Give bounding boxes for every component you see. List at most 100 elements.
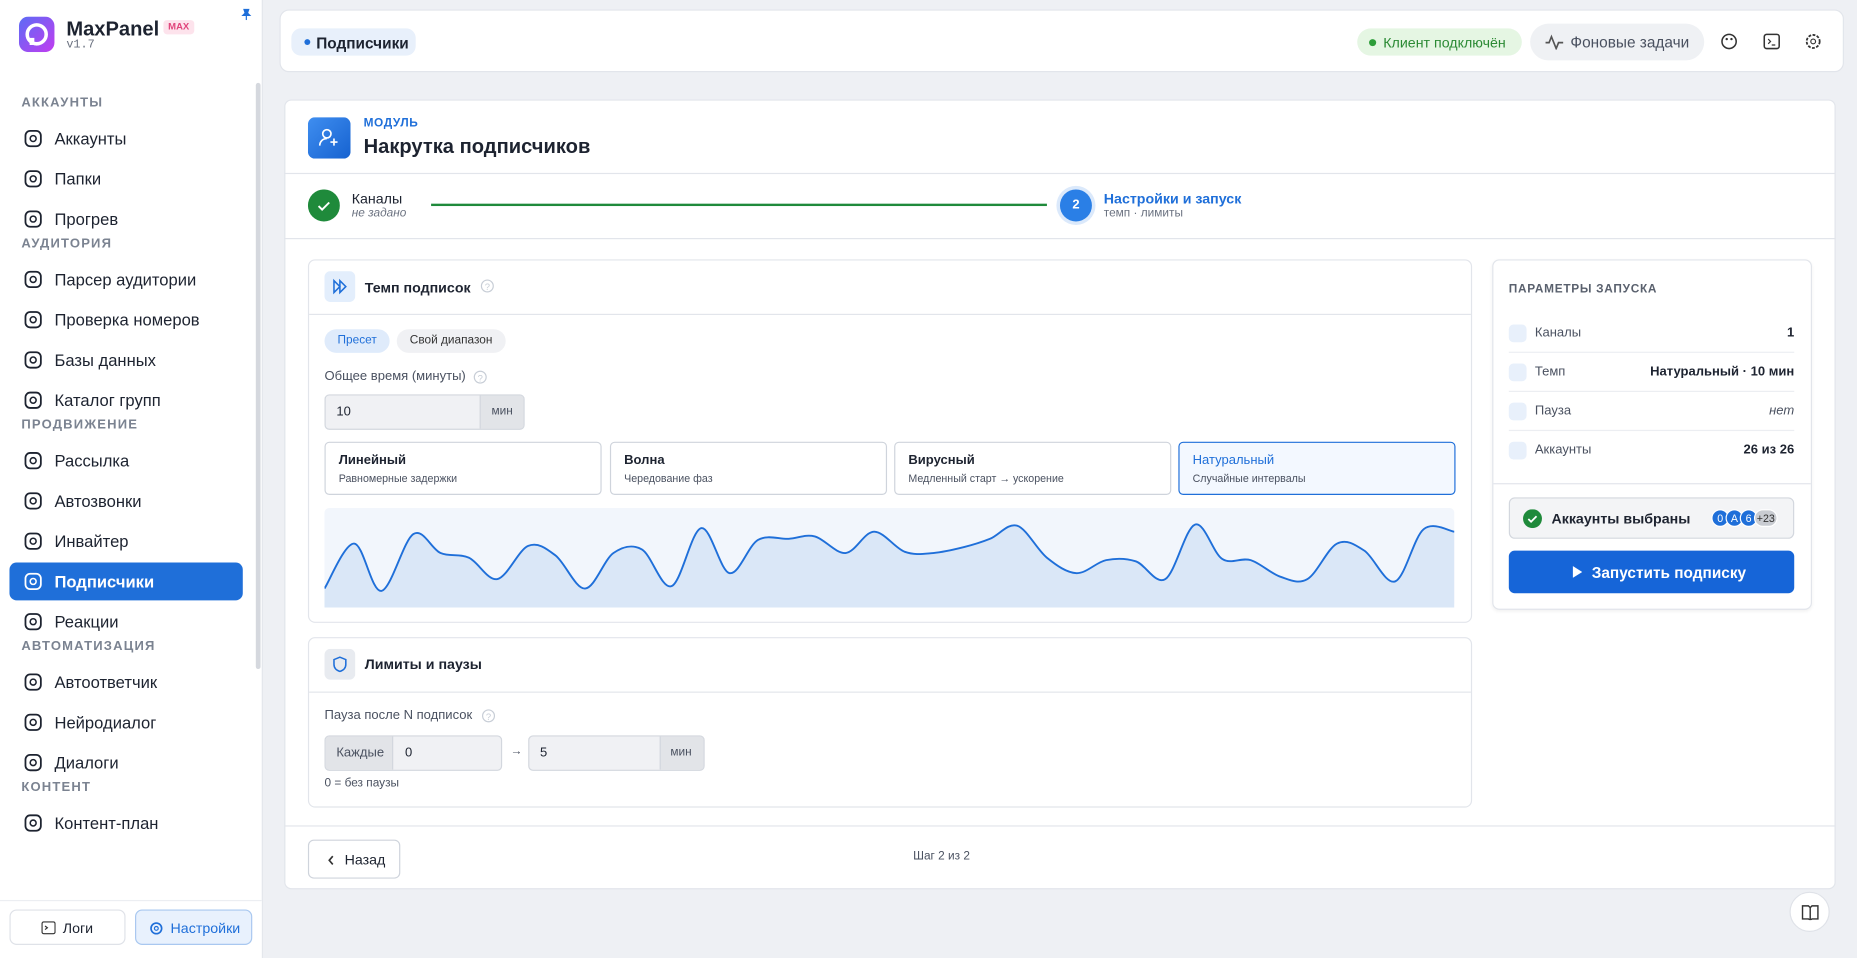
nav-item[interactable]: Реакции — [9, 603, 242, 641]
docs-button[interactable] — [1789, 891, 1830, 932]
nav-item[interactable]: Аккаунты — [9, 120, 242, 158]
nav-item[interactable]: Нейродиалог — [9, 703, 242, 741]
start-button[interactable]: Запустить подписку — [1508, 550, 1795, 594]
book-icon — [1801, 905, 1819, 921]
settings-button[interactable]: Настройки — [135, 909, 253, 945]
palette-icon[interactable] — [1721, 33, 1738, 50]
divider — [284, 172, 1836, 175]
topbar: Подписчики Клиент подключён Фоновые зада… — [279, 9, 1844, 73]
params-title: ПАРАМЕТРЫ ЗАПУСКА — [1508, 283, 1658, 297]
card-title: Темп подписок — [364, 279, 471, 297]
tab[interactable]: Свой диапазон — [396, 329, 506, 353]
nav-icon — [24, 754, 42, 772]
nav-item[interactable]: Диалоги — [9, 744, 242, 782]
nav-label: Папки — [54, 169, 102, 189]
section-title: ПРОДВИЖЕНИЕ — [21, 418, 139, 433]
nav-item[interactable]: Рассылка — [9, 442, 242, 480]
preview-line — [324, 523, 1455, 592]
nav-icon — [24, 129, 42, 148]
help-icon[interactable]: ? — [480, 279, 494, 293]
preset-option[interactable]: Линейный Равномерные задержки — [324, 441, 602, 495]
hint: 0 = без паузы — [324, 776, 400, 790]
settings-label: Настройки — [170, 920, 241, 937]
nav-item[interactable]: Контент-план — [9, 804, 242, 842]
prefix: Каждые — [336, 746, 385, 761]
dot — [304, 39, 311, 45]
settings-icon[interactable] — [1805, 33, 1822, 50]
nav-item[interactable]: Автоответчик — [9, 663, 242, 701]
check-icon — [1523, 509, 1542, 529]
step-title[interactable]: Настройки и запуск — [1103, 190, 1242, 208]
status-label: Клиент подключён — [1383, 34, 1506, 51]
back-button[interactable]: Назад — [307, 839, 401, 879]
tasks-button[interactable]: Фоновые задачи — [1530, 23, 1705, 61]
unit-box: мин — [659, 736, 704, 770]
nav-item[interactable]: Подписчики — [9, 562, 243, 601]
scrollbar[interactable] — [255, 82, 261, 670]
param-value: 26 из 26 — [1743, 442, 1795, 458]
pin-icon[interactable] — [240, 8, 252, 21]
nav-icon — [24, 572, 42, 591]
param-label: Темп — [1534, 364, 1566, 379]
help-icon[interactable]: ? — [473, 370, 487, 384]
breadcrumb[interactable]: Подписчики — [291, 28, 416, 56]
nav-icon — [24, 270, 42, 289]
nav-item[interactable]: Проверка номеров — [9, 301, 242, 339]
nav-label: Автоответчик — [54, 672, 158, 692]
param-icon — [1508, 324, 1527, 343]
nav-item[interactable]: Автозвонки — [9, 482, 242, 520]
time-input[interactable]: 10 мин — [324, 394, 525, 430]
step-done-icon — [307, 189, 340, 222]
nav-item[interactable]: Базы данных — [9, 341, 242, 379]
icon — [41, 921, 56, 935]
param-label: Пауза — [1534, 403, 1572, 419]
nav-label: Реакции — [54, 612, 119, 632]
param-label: Каналы — [1534, 325, 1582, 340]
param-row: Каналы 1 — [1508, 314, 1795, 353]
breadcrumb-label: Подписчики — [316, 34, 409, 53]
nav-label: Инвайтер — [54, 531, 129, 551]
terminal-icon[interactable] — [1763, 33, 1780, 50]
param-value: 1 — [1786, 325, 1795, 340]
nav-item[interactable]: Парсер аудитории — [9, 261, 242, 299]
tab-active[interactable]: Пресет — [324, 329, 390, 353]
nav-item[interactable]: Папки — [9, 160, 242, 198]
divider — [1493, 483, 1811, 485]
nav-item[interactable]: Инвайтер — [9, 522, 242, 560]
card-title: Лимиты и паузы — [364, 656, 482, 673]
nav-icon — [24, 532, 42, 550]
preset-option[interactable]: Волна Чередование фаз — [609, 441, 888, 495]
step-title[interactable]: Каналы — [351, 190, 403, 208]
help-icon[interactable]: ? — [482, 709, 496, 723]
nav-icon — [24, 492, 42, 510]
param-value: Натуральный · 10 мин — [1650, 364, 1795, 379]
preset-option[interactable]: Вирусный Медленный старт → ускорение — [894, 441, 1172, 495]
preset-option[interactable]: Натуральный Случайные интервалы — [1178, 441, 1456, 495]
limits-card — [307, 637, 1473, 808]
nav-item[interactable]: Каталог групп — [9, 381, 242, 419]
play-icon — [1572, 566, 1583, 578]
param-value: нет — [1769, 403, 1795, 419]
step-subtitle: темп · лимиты — [1103, 207, 1183, 221]
icon — [328, 855, 334, 865]
nav-label: Нейродиалог — [54, 712, 157, 732]
rate-preview — [324, 508, 1455, 608]
nav-item[interactable]: Прогрев — [9, 200, 242, 238]
nav-icon — [24, 210, 42, 228]
logs-button[interactable]: Логи — [9, 909, 126, 945]
divider — [284, 238, 1836, 240]
pause-length-input[interactable]: 5 мин — [528, 735, 705, 771]
preset-desc: Случайные интервалы — [1192, 472, 1306, 485]
input-value: 10 — [336, 404, 351, 420]
pause-every-input[interactable]: Каждые 0 — [324, 735, 503, 771]
badge: MAX — [163, 20, 194, 35]
nav-icon — [24, 673, 42, 691]
section-title: АККАУНТЫ — [21, 95, 104, 111]
nav-label: Автозвонки — [54, 491, 142, 511]
preset-desc: Чередование фаз — [624, 472, 713, 485]
nav-icon — [24, 391, 42, 409]
field-label: Пауза после N подписок — [324, 708, 473, 723]
divider — [309, 691, 1471, 693]
